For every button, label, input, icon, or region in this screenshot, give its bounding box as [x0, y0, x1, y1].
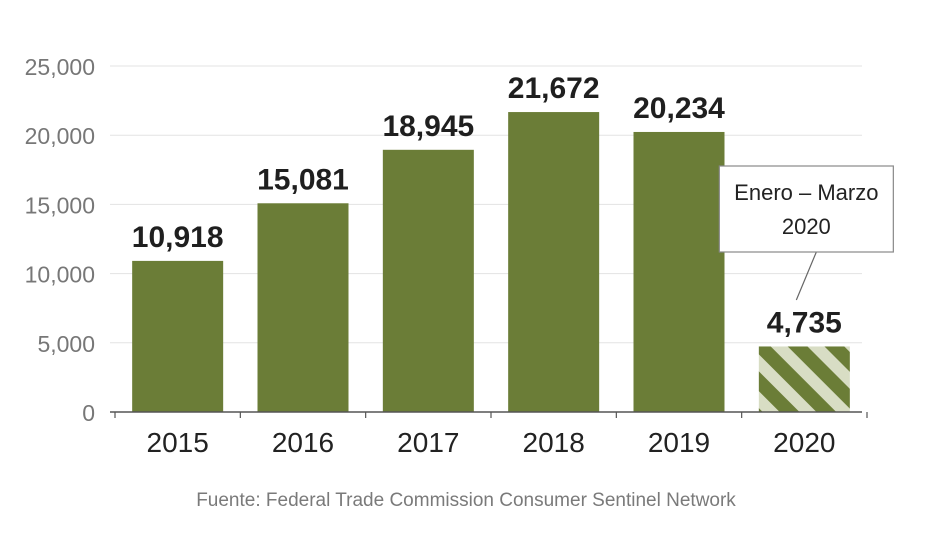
bar-2018 — [508, 112, 600, 413]
x-tick-label-2018: 2018 — [523, 427, 585, 458]
value-labels: 10,918 15,081 18,945 21,672 20,234 4,735 — [132, 72, 842, 339]
x-tick-label-2015: 2015 — [147, 427, 209, 458]
y-tick-label: 0 — [82, 400, 95, 426]
y-tick-label: 10,000 — [25, 262, 95, 288]
y-axis-ticks: 0 5,000 10,000 15,000 20,000 25,000 — [25, 54, 95, 426]
x-tick-label-2017: 2017 — [397, 427, 459, 458]
gridlines — [110, 65, 862, 344]
bar-2016 — [257, 203, 349, 412]
annotation: Enero – Marzo 2020 — [718, 165, 894, 301]
value-label-2017: 18,945 — [382, 110, 474, 143]
value-label-2018: 21,672 — [508, 72, 600, 105]
x-tick-label-2020: 2020 — [773, 427, 835, 458]
bar-2017 — [382, 149, 474, 412]
x-tick-label-2019: 2019 — [648, 427, 710, 458]
annotation-box — [718, 165, 894, 253]
annotation-line-2: 2020 — [782, 214, 831, 239]
y-tick-label: 5,000 — [37, 331, 95, 357]
annotation-line-1: Enero – Marzo — [734, 180, 878, 205]
annotation-leader-line — [795, 251, 817, 301]
value-label-2016: 15,081 — [257, 163, 349, 196]
y-tick-label: 20,000 — [25, 123, 95, 149]
value-label-2015: 10,918 — [132, 221, 224, 254]
y-tick-label: 25,000 — [25, 54, 95, 80]
y-tick-label: 15,000 — [25, 192, 95, 218]
source-note: Fuente: Federal Trade Commission Consume… — [196, 490, 736, 511]
x-axis — [110, 411, 868, 418]
bars — [132, 112, 850, 413]
value-label-2020: 4,735 — [767, 306, 842, 339]
bar-2020 — [758, 346, 850, 412]
value-label-2019: 20,234 — [633, 92, 725, 125]
x-tick-label-2016: 2016 — [272, 427, 334, 458]
bar-2019 — [633, 131, 725, 413]
x-axis-ticks: 2015 2016 2017 2018 2019 2020 — [147, 427, 836, 458]
bar-2015 — [132, 260, 224, 412]
